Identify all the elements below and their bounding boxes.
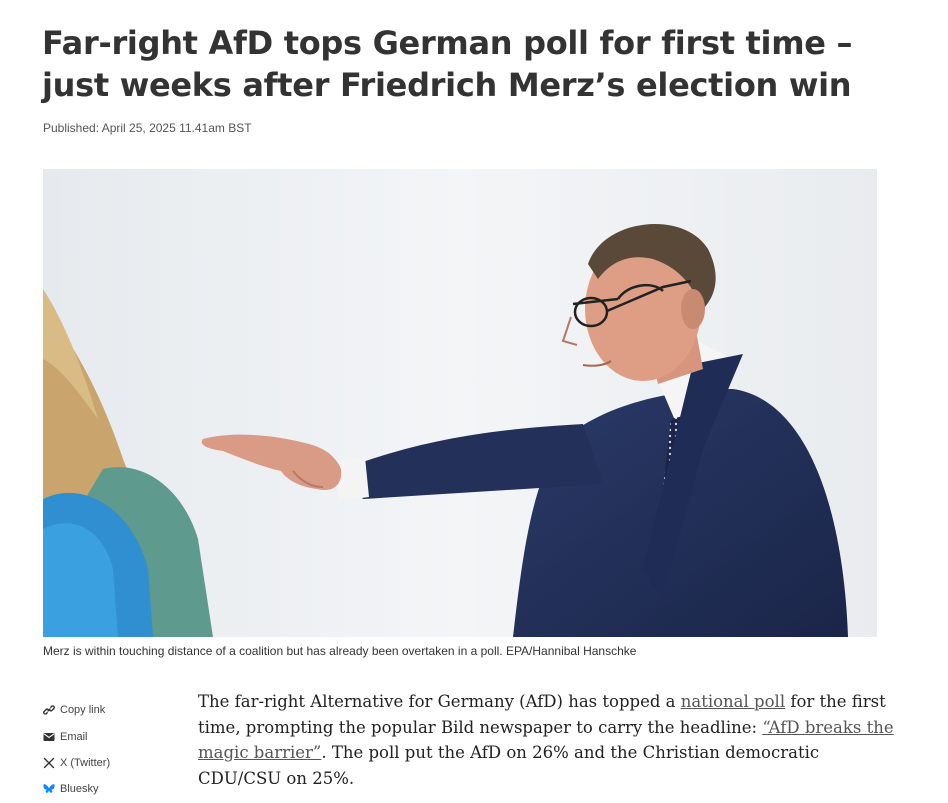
article-body-paragraph: The far-right Alternative for Germany (A… bbox=[198, 689, 898, 791]
share-copy-link-label: Copy link bbox=[60, 704, 106, 717]
share-bluesky-label: Bluesky bbox=[60, 783, 99, 796]
bluesky-icon bbox=[43, 783, 55, 795]
share-x-twitter-label: X (Twitter) bbox=[60, 756, 111, 769]
email-icon bbox=[43, 731, 55, 743]
x-twitter-icon bbox=[43, 757, 55, 769]
hero-image bbox=[43, 169, 877, 637]
national-poll-link[interactable]: national poll bbox=[680, 692, 786, 711]
link-icon bbox=[43, 704, 55, 716]
share-x-twitter-button[interactable]: X (Twitter) bbox=[43, 750, 183, 776]
image-caption: Merz is within touching distance of a co… bbox=[43, 644, 637, 658]
body-text-segment: for the first time, prompting the popula… bbox=[198, 692, 886, 737]
afd-magic-barrier-link[interactable]: “AfD breaks the magic barrier” bbox=[198, 717, 894, 763]
share-bluesky-button[interactable]: Bluesky bbox=[43, 776, 183, 802]
article-headline: Far-right AfD tops German poll for first… bbox=[42, 24, 853, 104]
share-menu: Copy link Email X (Twitter) Bluesky bbox=[43, 697, 183, 803]
published-date: Published: April 25, 2025 11.41am BST bbox=[43, 121, 252, 135]
share-copy-link-button[interactable]: Copy link bbox=[43, 697, 183, 723]
body-text-segment: . The poll put the AfD on 26% and the Ch… bbox=[198, 743, 820, 788]
share-email-label: Email bbox=[60, 730, 88, 743]
share-email-button[interactable]: Email bbox=[43, 723, 183, 749]
body-text-segment: The far-right Alternative for Germany (A… bbox=[198, 692, 681, 711]
